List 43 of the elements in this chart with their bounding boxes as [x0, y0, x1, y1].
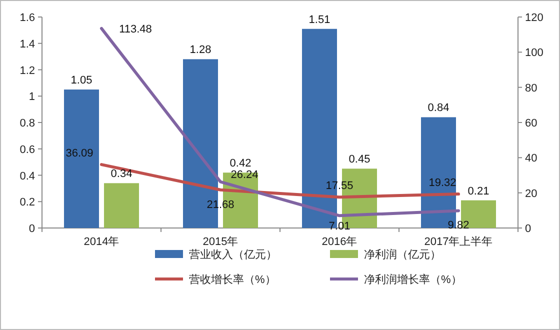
- data-label: 0.42: [230, 158, 252, 170]
- data-label: 36.09: [66, 148, 94, 160]
- bar: [64, 90, 99, 228]
- data-label: 26.24: [230, 168, 258, 181]
- y2-tick-label: 0: [525, 223, 532, 235]
- data-label: 0.21: [468, 185, 490, 198]
- data-label: 0.84: [428, 102, 450, 114]
- data-label: 113.48: [119, 23, 152, 36]
- legend-label: 营收增长率（%）: [189, 273, 276, 286]
- data-label: 0.45: [348, 154, 370, 166]
- y2-tick-label: 120: [525, 12, 544, 24]
- legend-label: 净利润增长率（%）: [364, 273, 462, 286]
- y2-tick-label: 80: [525, 82, 538, 94]
- y2-tick-label: 100: [525, 47, 544, 60]
- x-tick-label: 2016年: [322, 236, 358, 248]
- y2-tick-label: 40: [525, 152, 538, 165]
- y-tick-label: 1: [28, 91, 35, 104]
- y-tick-label: 1.2: [20, 64, 35, 77]
- y2-tick-label: 60: [525, 118, 538, 130]
- y2-tick-label: 20: [525, 188, 538, 200]
- y-tick-label: 0: [28, 223, 35, 235]
- data-label: 9.82: [448, 220, 470, 232]
- y-tick-label: 0.8: [20, 118, 35, 130]
- data-label: 1.05: [70, 74, 92, 87]
- data-label: 7.01: [328, 220, 350, 233]
- y-tick-label: 1.6: [20, 12, 35, 24]
- y-tick-label: 0.4: [20, 170, 35, 182]
- x-tick-label: 2017年上半年: [424, 235, 493, 248]
- data-label: 1.28: [190, 44, 212, 56]
- bar: [104, 183, 139, 228]
- data-label: 21.68: [206, 198, 234, 211]
- x-tick-label: 2014年: [84, 236, 120, 248]
- line-series: [100, 26, 460, 218]
- data-label: 1.51: [308, 14, 330, 26]
- y-tick-label: 0.6: [20, 144, 35, 156]
- legend-label: 净利润（亿元）: [364, 248, 441, 261]
- x-tick-label: 2015年: [202, 236, 238, 248]
- y-tick-label: 1.4: [20, 38, 35, 50]
- y-tick-label: 0.2: [20, 196, 35, 209]
- legend-label: 营业收入（亿元）: [189, 248, 277, 261]
- data-label: 17.55: [326, 180, 354, 192]
- data-label: 19.32: [428, 177, 456, 190]
- data-label: 0.34: [110, 168, 132, 180]
